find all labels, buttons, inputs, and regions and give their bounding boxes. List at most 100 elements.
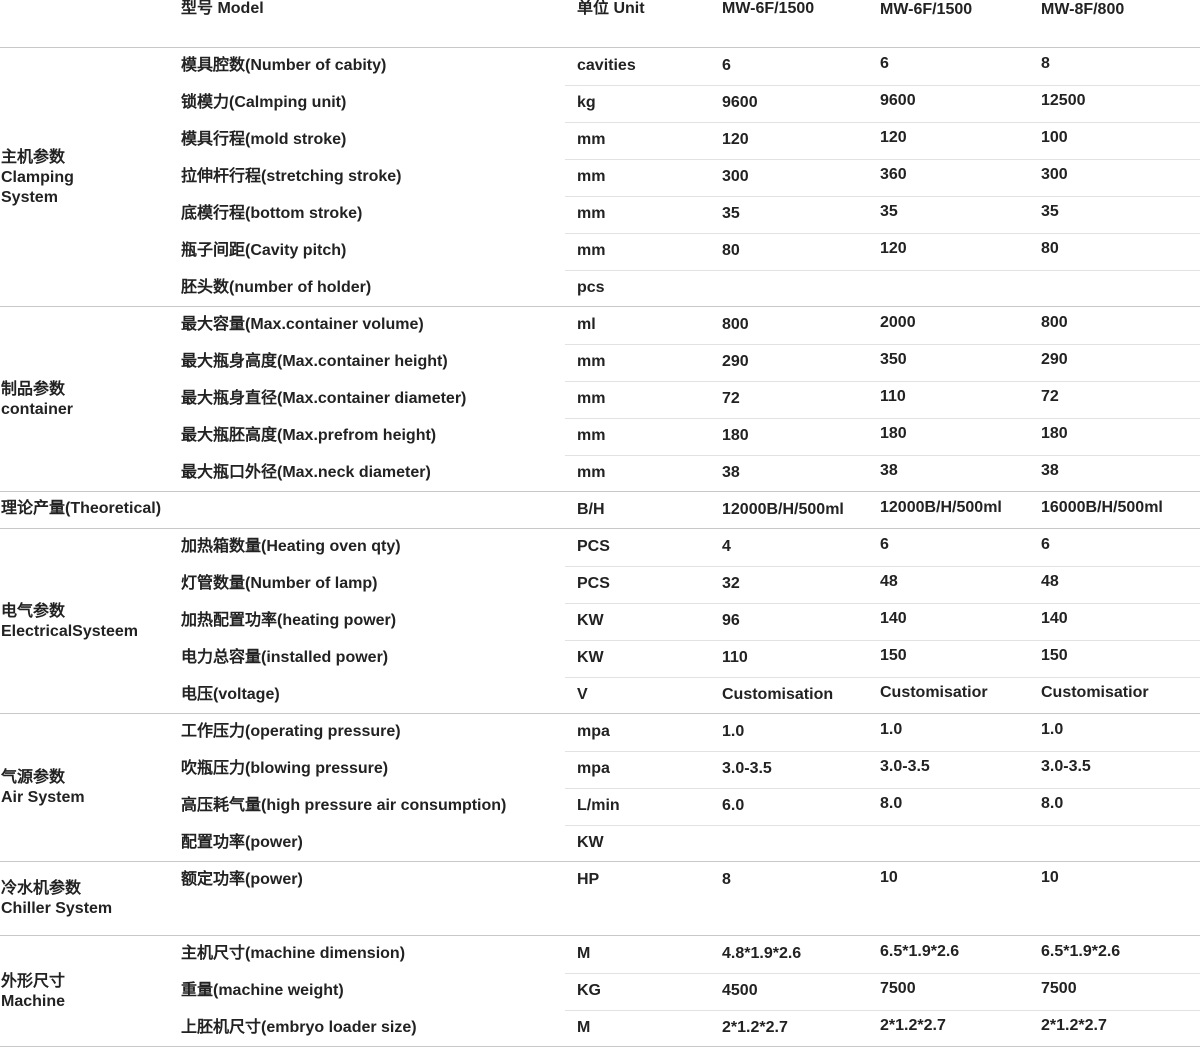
unit: pcs xyxy=(577,279,605,296)
row-divider xyxy=(0,935,1200,936)
param-name: 最大瓶口外径(Max.neck diameter) xyxy=(181,464,431,481)
value: 38 xyxy=(880,462,898,479)
unit: mpa xyxy=(577,723,610,740)
value: 180 xyxy=(880,425,907,442)
row-divider xyxy=(565,640,1200,641)
group-label: 气源参数 xyxy=(1,769,66,786)
group-label: 外形尺寸 xyxy=(1,972,66,990)
value: 8.0 xyxy=(880,795,903,812)
row-divider xyxy=(0,491,1200,492)
value: 1.0 xyxy=(722,723,745,740)
unit: mm xyxy=(577,168,606,185)
value: 12000B/H/500ml xyxy=(722,501,844,518)
group-label: Air System xyxy=(1,789,85,806)
value: 48 xyxy=(1041,573,1059,590)
value: 110 xyxy=(880,388,906,405)
value: 7500 xyxy=(1041,980,1077,997)
unit: mpa xyxy=(577,760,610,777)
param-name: 最大瓶身直径(Max.container diameter) xyxy=(181,390,467,407)
value: 38 xyxy=(1041,462,1059,479)
value: 8 xyxy=(722,871,731,888)
row-divider xyxy=(565,788,1200,789)
value: 6.5*1.9*2.6 xyxy=(880,943,960,960)
value: 35 xyxy=(880,203,898,220)
value: 12500 xyxy=(1041,92,1086,109)
param-name: 高压耗气量(high pressure air consumption) xyxy=(181,797,507,814)
value: 7500 xyxy=(880,980,916,997)
row-divider xyxy=(565,344,1200,345)
row-divider xyxy=(565,418,1200,419)
value: 180 xyxy=(722,427,749,444)
row-divider xyxy=(565,122,1200,123)
value: 6 xyxy=(880,55,889,72)
value: 32 xyxy=(722,575,740,592)
unit: ml xyxy=(577,316,596,333)
value: 2*1.2*2.7 xyxy=(1041,1017,1107,1034)
unit: L/min xyxy=(577,797,620,814)
value: 80 xyxy=(722,242,740,259)
value: 100 xyxy=(1041,129,1068,146)
value: 150 xyxy=(1041,647,1068,664)
value: 350 xyxy=(880,351,907,368)
row-divider xyxy=(565,196,1200,197)
value: 120 xyxy=(722,131,749,148)
header-model-name: MW-6F/1500 xyxy=(880,1,973,18)
value: 10 xyxy=(880,869,898,886)
unit: mm xyxy=(577,205,606,222)
row-divider xyxy=(0,306,1200,307)
row-divider xyxy=(0,1046,1200,1047)
group-label: Clamping xyxy=(1,168,74,186)
unit: KW xyxy=(577,834,604,851)
value: 8.0 xyxy=(1041,795,1064,812)
value: 3.0-3.5 xyxy=(880,758,930,775)
param-name: 加热箱数量(Heating oven qty) xyxy=(181,538,401,555)
value: 300 xyxy=(1041,166,1068,183)
value: 360 xyxy=(880,166,907,183)
value: 72 xyxy=(722,390,740,407)
group-label: ElectricalSysteem xyxy=(1,622,138,640)
value: 3.0-3.5 xyxy=(1041,758,1091,775)
row-divider xyxy=(565,825,1200,826)
value: 140 xyxy=(880,610,907,627)
unit: KW xyxy=(577,612,604,629)
value: 35 xyxy=(722,205,740,222)
param-name: 电压(voltage) xyxy=(181,686,280,703)
header-model: 型号 Model xyxy=(181,0,264,17)
unit: HP xyxy=(577,871,600,888)
value: 9600 xyxy=(880,92,916,109)
unit: mm xyxy=(577,353,606,370)
value: 6.5*1.9*2.6 xyxy=(1041,943,1121,960)
value: 35 xyxy=(1041,203,1059,220)
row-divider xyxy=(565,751,1200,752)
value: 800 xyxy=(722,316,749,333)
param-name: 工作压力(operating pressure) xyxy=(181,723,401,740)
param-name: 重量(machine weight) xyxy=(181,982,344,999)
value: 48 xyxy=(880,573,898,590)
row-divider xyxy=(565,159,1200,160)
value: Customisatior xyxy=(1041,684,1149,701)
value: 6 xyxy=(1041,536,1050,553)
unit: M xyxy=(577,1019,591,1036)
value: Customisatior xyxy=(880,684,988,701)
row-divider xyxy=(0,47,1200,48)
value: 290 xyxy=(722,353,749,370)
value: 120 xyxy=(880,129,907,146)
group-label: Machine xyxy=(1,992,66,1010)
value: 12000B/H/500ml xyxy=(880,499,1002,516)
row-divider xyxy=(565,603,1200,604)
value: 80 xyxy=(1041,240,1059,257)
unit: KW xyxy=(577,649,604,666)
unit: cavities xyxy=(577,57,636,74)
value: 150 xyxy=(880,647,907,664)
value: 4.8*1.9*2.6 xyxy=(722,945,802,962)
value: Customisation xyxy=(722,686,834,703)
value: 290 xyxy=(1041,351,1068,368)
param-name: 瓶子间距(Cavity pitch) xyxy=(181,242,347,259)
unit: PCS xyxy=(577,575,610,592)
unit: KG xyxy=(577,982,601,999)
value: 3.0-3.5 xyxy=(722,760,772,777)
value: 800 xyxy=(1041,314,1068,331)
param-name: 模具腔数(Number of cabity) xyxy=(181,57,387,74)
param-name: 最大容量(Max.container volume) xyxy=(181,316,424,333)
value: 4500 xyxy=(722,982,758,999)
